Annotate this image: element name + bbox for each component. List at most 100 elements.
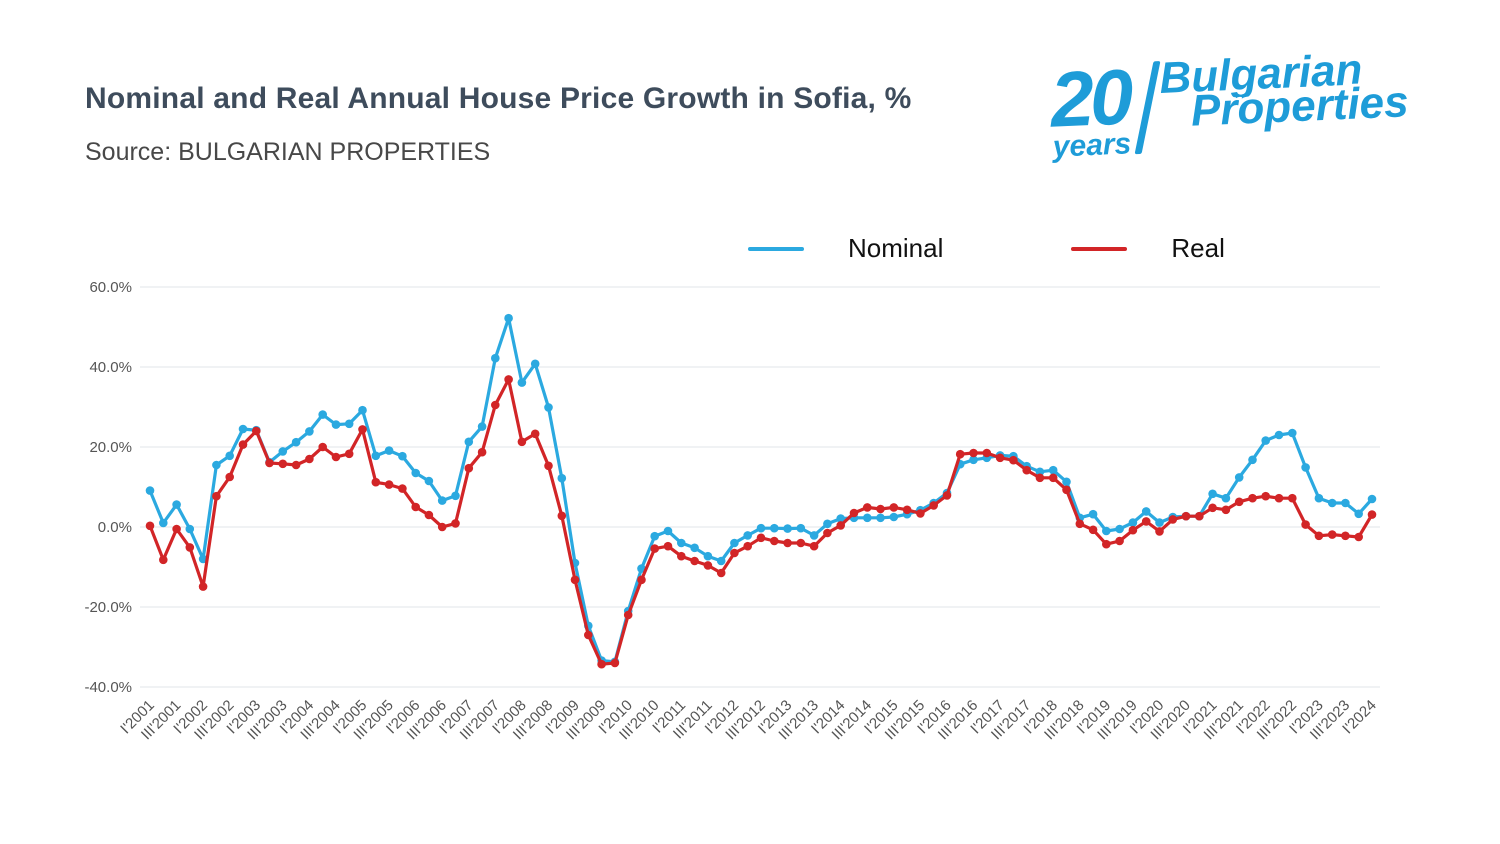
data-point-real — [1048, 473, 1058, 483]
data-point-real — [1234, 497, 1244, 507]
data-point-real — [677, 551, 686, 561]
data-point-nominal — [1354, 509, 1363, 519]
data-point-nominal — [716, 556, 726, 566]
data-point-real — [743, 541, 752, 551]
data-point-real — [451, 519, 460, 528]
data-point-nominal — [159, 518, 168, 528]
data-point-nominal — [517, 378, 527, 387]
nominal-line-swatch — [748, 246, 804, 251]
data-point-real — [371, 477, 381, 487]
data-point-real — [1155, 527, 1164, 536]
data-point-real — [929, 501, 938, 510]
data-point-nominal — [477, 422, 487, 431]
data-point-nominal — [1155, 518, 1164, 527]
data-point-real — [1314, 531, 1324, 541]
data-point-real — [1022, 465, 1031, 475]
y-tick-label: 0.0% — [98, 519, 132, 536]
data-point-nominal — [185, 524, 195, 534]
data-point-nominal — [969, 455, 978, 465]
data-point-nominal — [1314, 493, 1324, 503]
data-point-nominal — [344, 419, 354, 429]
data-point-nominal — [544, 403, 553, 412]
data-point-real — [544, 461, 553, 471]
data-point-real — [1208, 503, 1217, 513]
data-point-nominal — [690, 543, 699, 553]
data-point-real — [650, 544, 659, 553]
data-point-real — [889, 503, 899, 512]
data-point-nominal — [876, 513, 885, 523]
page-title: Nominal and Real Annual House Price Grow… — [85, 82, 912, 115]
data-point-real — [145, 521, 155, 531]
data-point-real — [265, 458, 274, 468]
data-point-real — [849, 508, 859, 518]
data-point-nominal — [172, 500, 181, 509]
y-tick-label: 40.0% — [89, 359, 132, 376]
data-point-nominal — [145, 486, 155, 495]
data-point-real — [942, 491, 952, 500]
data-point-real — [1367, 510, 1377, 519]
series-line-nominal — [148, 316, 1374, 664]
data-point-nominal — [796, 523, 806, 533]
data-point-nominal — [1274, 430, 1284, 440]
data-point-real — [1075, 519, 1085, 529]
data-point-nominal — [504, 313, 513, 323]
data-point-real — [1274, 493, 1284, 503]
data-point-real — [916, 509, 925, 518]
y-tick-label: 20.0% — [89, 439, 132, 456]
data-point-real — [876, 504, 885, 514]
data-point-real — [411, 502, 421, 512]
data-point-real — [1062, 485, 1071, 495]
data-point-nominal — [331, 420, 341, 429]
data-point-real — [1141, 517, 1151, 526]
data-point-real — [1128, 525, 1138, 535]
data-point-real — [836, 521, 845, 530]
data-point-real — [530, 429, 540, 439]
data-point-real — [278, 459, 288, 469]
data-point-real — [1009, 455, 1018, 465]
data-point-real — [185, 543, 195, 552]
data-point-real — [1301, 520, 1310, 529]
data-point-real — [995, 453, 1005, 463]
data-point-real — [955, 449, 965, 459]
data-point-real — [623, 610, 633, 620]
data-point-real — [384, 480, 394, 489]
real-line-swatch — [1071, 246, 1128, 251]
data-point-real — [716, 568, 726, 578]
data-point-nominal — [358, 405, 367, 415]
data-point-nominal — [1367, 494, 1377, 504]
data-point-real — [1168, 515, 1178, 524]
data-point-nominal — [318, 410, 328, 419]
data-point-real — [1354, 532, 1363, 542]
data-point-real — [703, 561, 713, 570]
data-point-nominal — [225, 451, 234, 461]
data-point-real — [1221, 505, 1231, 515]
y-tick-label: 60.0% — [89, 279, 132, 296]
data-point-nominal — [291, 437, 301, 447]
data-point-real — [291, 460, 301, 470]
data-point-real — [1102, 539, 1111, 549]
data-point-nominal — [1048, 465, 1058, 475]
data-point-nominal — [809, 531, 819, 540]
data-point-real — [690, 556, 699, 566]
data-point-nominal — [650, 531, 659, 541]
data-point-nominal — [1234, 473, 1244, 482]
data-point-real — [902, 505, 912, 515]
data-point-nominal — [836, 514, 845, 523]
data-point-nominal — [398, 451, 407, 461]
data-point-nominal — [238, 424, 248, 434]
data-point-real — [809, 541, 819, 551]
data-point-real — [424, 510, 434, 520]
data-point-real — [1261, 491, 1270, 501]
source-caption: Source: BULGARIAN PROPERTIES — [85, 138, 491, 166]
data-point-nominal — [730, 538, 739, 548]
data-point-nominal — [1088, 509, 1098, 519]
data-point-real — [198, 582, 208, 591]
data-point-nominal — [1261, 436, 1270, 445]
data-point-nominal — [491, 353, 500, 363]
data-point-nominal — [863, 513, 872, 523]
data-point-nominal — [1208, 489, 1217, 499]
data-point-real — [982, 448, 992, 458]
data-point-real — [305, 454, 314, 464]
data-point-real — [172, 524, 181, 534]
data-point-nominal — [437, 496, 447, 505]
